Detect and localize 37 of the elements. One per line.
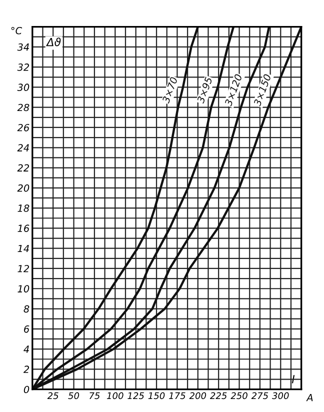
y-tick-label: 0 — [24, 386, 30, 394]
y-tick-label: 26 — [17, 124, 30, 132]
y-tick-label: 16 — [18, 224, 30, 232]
x-tick-label: 175 — [169, 392, 186, 400]
x-tick-label: 150 — [148, 392, 165, 400]
y-tick-label: 4 — [24, 346, 29, 353]
y-tick-label: 10 — [18, 285, 30, 292]
text: A — [306, 394, 313, 402]
x-tick-label: 250 — [230, 392, 248, 400]
text: 3×120 — [224, 74, 242, 107]
y-tick-label: 12 — [18, 264, 30, 272]
x-tick-label: 300 — [272, 392, 289, 400]
x-tick-label: 200 — [189, 392, 206, 400]
y-tick-label: 18 — [18, 204, 30, 212]
text: 3×70 — [162, 76, 178, 104]
text: 3×95 — [196, 76, 212, 104]
x-tick-label: 225 — [210, 392, 227, 400]
x-tick-label: 100 — [106, 392, 124, 400]
y-tick-label: 2 — [23, 366, 30, 373]
y-tick-label: 22 — [17, 164, 30, 172]
y-tick-label: 8 — [24, 305, 30, 313]
x-tick-label: 25 — [47, 392, 58, 400]
x-tick-label: 75 — [90, 392, 100, 400]
y-tick-label: 20 — [17, 184, 30, 192]
y-tick-label: 32 — [17, 64, 30, 71]
y-tick-label: 30 — [17, 84, 30, 92]
y-tick-label: 24 — [17, 144, 29, 152]
x-tick-label: 125 — [128, 392, 144, 400]
text: °C — [11, 26, 22, 34]
text: 3×150 — [253, 74, 272, 107]
y-tick-label: 14 — [18, 244, 29, 252]
y-tick-label: 34 — [17, 43, 29, 51]
y-axis-title: Δϑ — [46, 38, 61, 46]
x-tick-label: 50 — [68, 392, 80, 400]
y-tick-label: 6 — [24, 325, 30, 333]
y-tick-label: 28 — [17, 104, 30, 112]
x-tick-label: 275 — [251, 392, 268, 400]
